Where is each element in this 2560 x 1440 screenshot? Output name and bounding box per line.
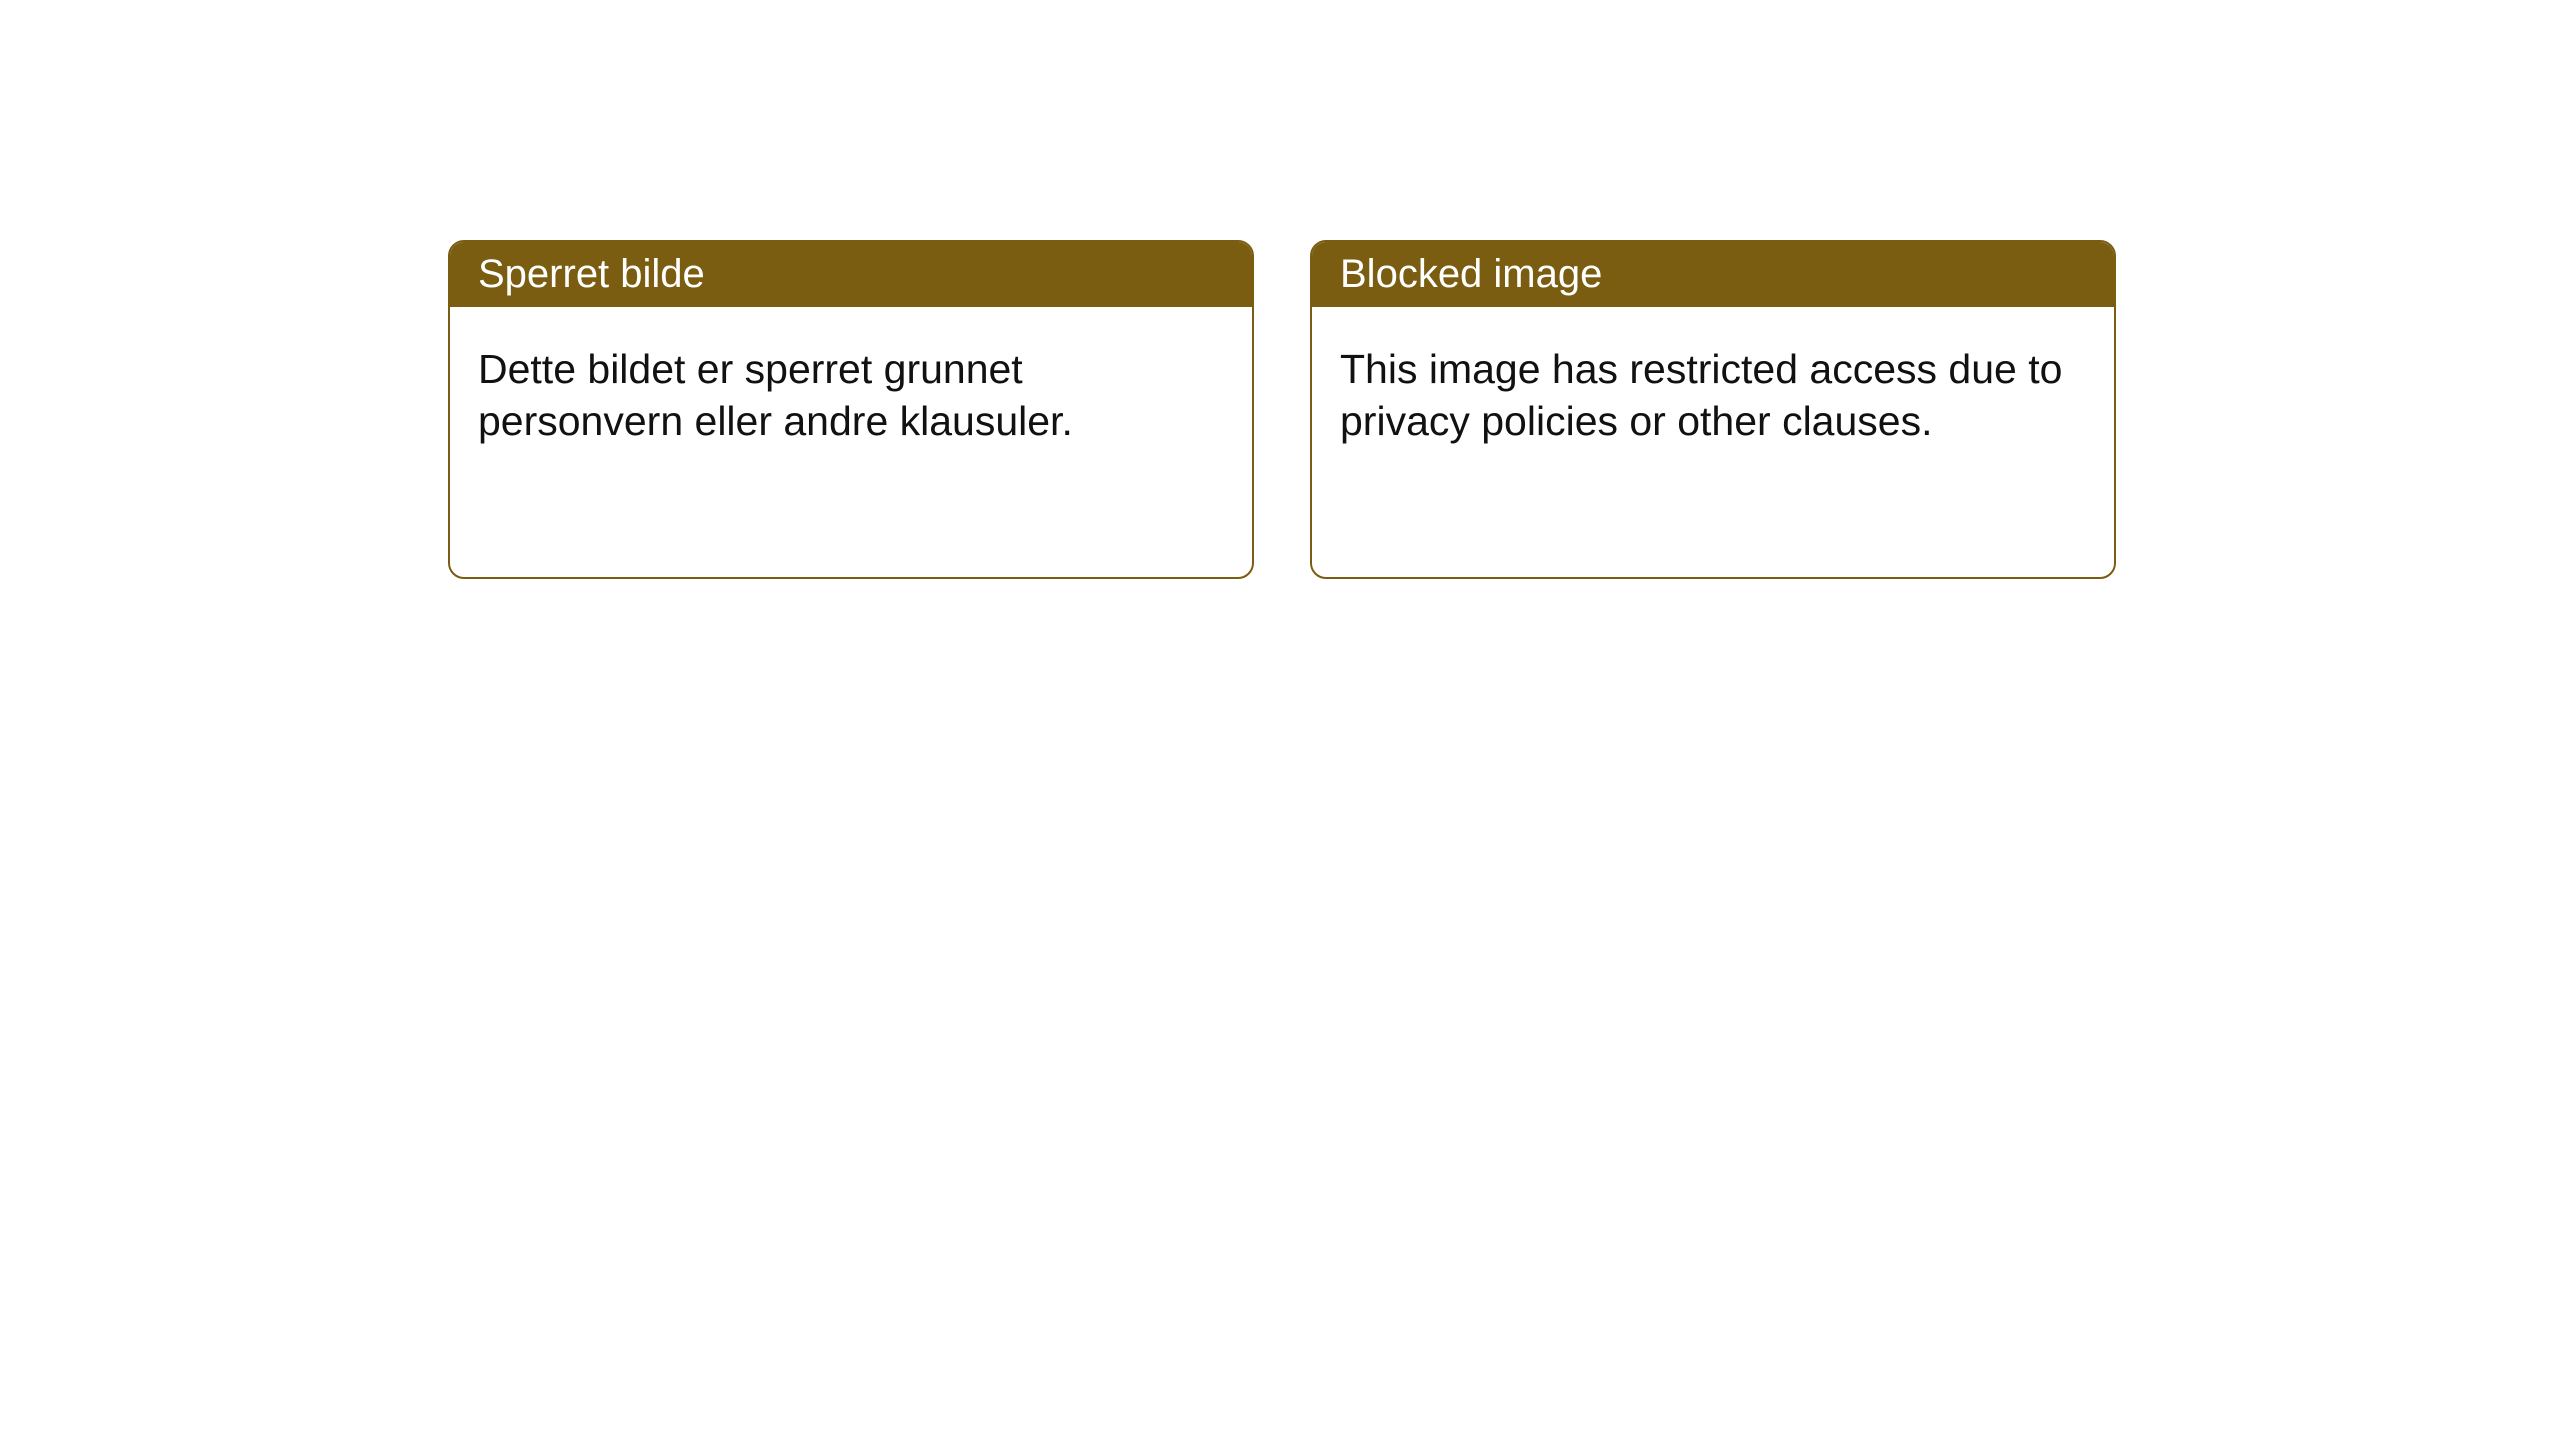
card-body: Dette bildet er sperret grunnet personve…: [450, 307, 1252, 577]
card-header: Sperret bilde: [450, 242, 1252, 307]
card-message: Dette bildet er sperret grunnet personve…: [478, 346, 1073, 444]
card-body: This image has restricted access due to …: [1312, 307, 2114, 577]
notice-container: Sperret bilde Dette bildet er sperret gr…: [0, 0, 2560, 579]
notice-card-norwegian: Sperret bilde Dette bildet er sperret gr…: [448, 240, 1254, 579]
card-title: Blocked image: [1340, 252, 1602, 296]
notice-card-english: Blocked image This image has restricted …: [1310, 240, 2116, 579]
card-message: This image has restricted access due to …: [1340, 346, 2062, 444]
card-header: Blocked image: [1312, 242, 2114, 307]
card-title: Sperret bilde: [478, 252, 705, 296]
